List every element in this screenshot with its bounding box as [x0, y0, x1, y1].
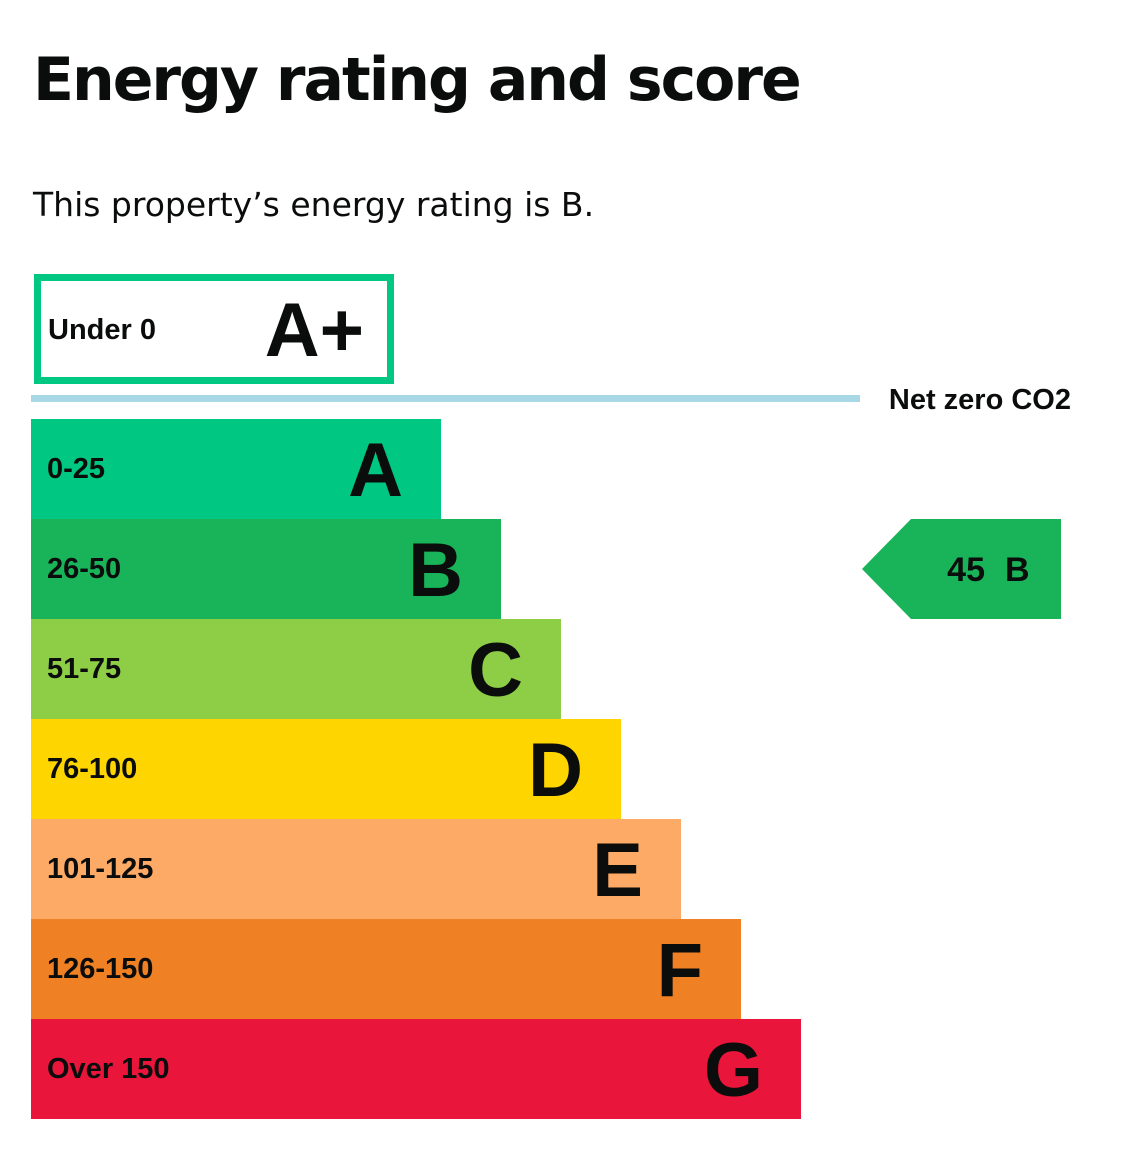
band-g-bar [31, 1019, 801, 1119]
band-d-range: 76-100 [47, 753, 137, 785]
band-f-bar [31, 919, 741, 1019]
current-rating-letter: B [1005, 551, 1030, 589]
band-a-bar [31, 419, 441, 519]
band-g-range: Over 150 [47, 1053, 170, 1085]
net-zero-line [31, 395, 860, 402]
band-f-letter: F [657, 928, 703, 1013]
band-c-letter: C [468, 628, 523, 713]
band-a-range: 0-25 [47, 453, 105, 485]
band-e-range: 101-125 [47, 853, 153, 885]
current-rating-indicator [862, 519, 1061, 619]
band-c-bar [31, 619, 561, 719]
band-c-range: 51-75 [47, 653, 121, 685]
band-d-bar [31, 719, 621, 819]
current-score-value: 45 [947, 551, 985, 589]
band-a-plus-range: Under 0 [48, 314, 156, 346]
band-a-plus-box [34, 274, 394, 384]
band-a-letter: A [348, 428, 403, 513]
band-b-bar [31, 519, 501, 619]
rating-summary: This property’s energy rating is B. [33, 185, 595, 224]
net-zero-label: Net zero CO2 [889, 384, 1071, 416]
band-e-letter: E [592, 828, 643, 913]
band-b-letter: B [408, 528, 463, 613]
band-d-letter: D [528, 728, 583, 813]
page-title: Energy rating and score [33, 45, 802, 115]
band-f-range: 126-150 [47, 953, 153, 985]
band-e-bar [31, 819, 681, 919]
band-b-range: 26-50 [47, 553, 121, 585]
band-g-letter: G [704, 1028, 763, 1113]
band-a-plus-letter: A+ [265, 288, 364, 373]
